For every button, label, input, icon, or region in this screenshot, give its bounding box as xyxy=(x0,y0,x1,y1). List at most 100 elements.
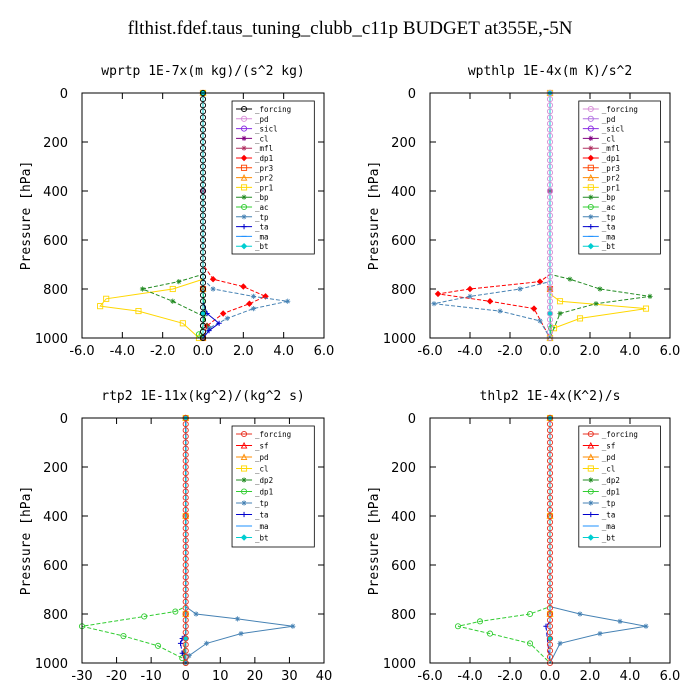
legend-marker xyxy=(587,105,594,113)
data-point xyxy=(250,306,257,312)
legend-label: _cl xyxy=(602,134,616,143)
legend-marker xyxy=(587,173,595,181)
data-point xyxy=(476,618,484,625)
zero-line-marker xyxy=(546,519,554,526)
zero-line-marker xyxy=(546,138,554,146)
x-tick-label: 0.0 xyxy=(193,344,214,359)
legend-marker xyxy=(587,203,594,211)
legend-marker xyxy=(587,125,594,132)
zero-line-marker xyxy=(546,310,554,317)
data-point xyxy=(97,303,104,310)
data-point xyxy=(172,608,179,615)
zero-line-marker xyxy=(182,445,189,452)
legend-label: _pd xyxy=(602,453,616,462)
zero-line-marker xyxy=(182,623,189,630)
zero-line-marker xyxy=(546,157,554,164)
zero-line-marker xyxy=(546,574,554,581)
zero-line-marker xyxy=(199,145,207,152)
plot-frame xyxy=(429,92,671,339)
zero-line-marker xyxy=(546,549,554,556)
series-line-dp1 xyxy=(437,93,551,339)
data-point xyxy=(537,318,543,324)
plot-frame xyxy=(429,417,671,664)
legend-label: _pr3 xyxy=(255,164,273,173)
y-tick-label: 800 xyxy=(43,608,68,623)
zero-line-marker xyxy=(182,439,189,446)
legend-label: _pr3 xyxy=(602,164,620,173)
zero-line-marker xyxy=(182,482,189,489)
data-point xyxy=(177,640,184,646)
zero-line-marker xyxy=(182,555,189,562)
legend-marker xyxy=(587,453,595,461)
x-tick-label: -20 xyxy=(106,669,127,684)
zero-line-marker xyxy=(182,421,189,428)
zero-line-marker xyxy=(199,108,207,115)
zero-line-marker xyxy=(546,212,554,219)
zero-line-marker xyxy=(546,525,554,532)
y-axis-label: Pressure [hPa] xyxy=(367,486,382,596)
zero-line-marker xyxy=(182,463,189,471)
legend-marker xyxy=(240,164,248,171)
data-point xyxy=(179,320,186,327)
zero-line-marker xyxy=(182,494,189,501)
data-point xyxy=(526,610,534,618)
zero-line-marker xyxy=(546,604,554,611)
y-tick-label: 1000 xyxy=(35,332,68,347)
legend-marker xyxy=(588,511,594,518)
zero-line-marker xyxy=(182,592,189,599)
legend-label: _dp1 xyxy=(255,488,273,497)
x-tick-label: 6.0 xyxy=(314,344,335,359)
legend-label: _ta xyxy=(602,223,616,232)
zero-line-marker xyxy=(182,433,189,440)
legend-label: _tp xyxy=(602,499,616,508)
zero-line-marker xyxy=(199,279,207,286)
zero-line-marker xyxy=(199,224,207,231)
x-tick-label: -2.0 xyxy=(150,344,175,359)
zero-line-marker xyxy=(199,243,207,250)
x-tick-label: 2.0 xyxy=(580,669,601,684)
data-point xyxy=(557,640,563,646)
zero-line-marker xyxy=(546,568,554,575)
zero-line-marker xyxy=(546,175,554,182)
zero-line-marker xyxy=(182,457,189,464)
zero-line-marker xyxy=(182,635,189,642)
series-line-tp xyxy=(549,418,647,664)
zero-line-marker xyxy=(182,531,189,538)
y-tick-label: 1000 xyxy=(383,657,416,672)
data-point xyxy=(203,640,210,646)
zero-line-marker xyxy=(182,610,189,618)
data-point xyxy=(210,286,216,292)
zero-line-marker xyxy=(199,181,207,188)
legend-marker xyxy=(241,135,247,141)
legend-marker xyxy=(587,115,594,122)
x-tick-label: 2.0 xyxy=(580,344,601,359)
zero-line-marker xyxy=(546,555,554,562)
panel-title: wpthlp 1E-4x(m K)/s^2 xyxy=(468,64,632,79)
legend-label: _sf xyxy=(602,442,616,451)
legend-label: _pr1 xyxy=(255,183,273,192)
series-line-ta xyxy=(545,418,551,664)
x-tick-label: -2.0 xyxy=(497,669,522,684)
x-tick-label: -6.0 xyxy=(417,344,442,359)
legend-marker xyxy=(241,511,247,518)
data-point xyxy=(556,298,564,305)
legend-label: _pr2 xyxy=(602,174,620,183)
zero-line-marker xyxy=(182,543,189,550)
legend-marker xyxy=(587,154,595,162)
legend-label: _ma xyxy=(602,522,616,531)
zero-line-marker xyxy=(546,194,554,201)
x-tick-label: 10 xyxy=(212,669,229,684)
zero-line-marker xyxy=(546,108,554,115)
legend-label: _forcing xyxy=(255,430,291,439)
series-line-dp1 xyxy=(81,418,187,664)
zero-line-marker xyxy=(199,138,207,146)
legend-marker xyxy=(240,154,248,162)
zero-line-marker xyxy=(199,267,207,274)
zero-line-marker xyxy=(199,285,207,293)
series-line-ac xyxy=(198,93,206,339)
figure-title: flthist.fdef.taus_tuning_clubb_c11p BUDG… xyxy=(127,18,573,39)
y-tick-label: 400 xyxy=(43,185,68,200)
zero-line-marker xyxy=(546,592,554,599)
legend-label: _ta xyxy=(255,223,269,232)
